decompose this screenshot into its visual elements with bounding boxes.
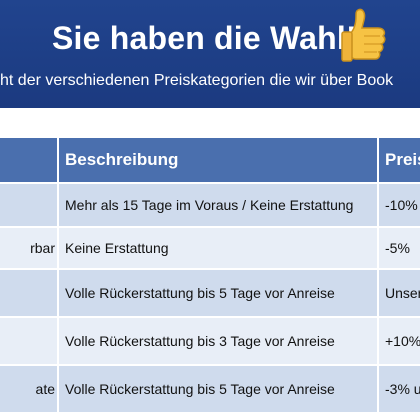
row-description: Volle Rückerstattung bis 3 Tage vor Anre… — [59, 318, 377, 364]
row-category: rbar — [0, 228, 57, 268]
column-header-price: Preis — [379, 138, 420, 182]
row-category: ate — [0, 366, 57, 412]
row-category — [0, 184, 57, 226]
table-row: Mehr als 15 Tage im Voraus / Keine Ersta… — [0, 184, 420, 226]
column-header-category — [0, 138, 57, 182]
thumbs-up-icon — [341, 8, 386, 62]
row-description: Volle Rückerstattung bis 5 Tage vor Anre… — [59, 366, 377, 412]
row-category — [0, 270, 57, 316]
table-row: Volle Rückerstattung bis 5 Tage vor Anre… — [0, 270, 420, 316]
table-row: rbar Keine Erstattung -5% — [0, 228, 420, 268]
title-banner: Sie haben die Wahl! cht der verschiedene… — [0, 0, 420, 108]
row-price: Unser — [379, 270, 420, 316]
table-header-row: Beschreibung Preis — [0, 138, 420, 182]
column-header-description: Beschreibung — [59, 138, 377, 182]
table-row: Volle Rückerstattung bis 3 Tage vor Anre… — [0, 318, 420, 364]
page-title: Sie haben die Wahl! — [52, 20, 357, 56]
row-price: +10% — [379, 318, 420, 364]
row-description: Mehr als 15 Tage im Voraus / Keine Ersta… — [59, 184, 377, 226]
row-price: -5% — [379, 228, 420, 268]
row-price: -3% u — [379, 366, 420, 412]
row-description: Keine Erstattung — [59, 228, 377, 268]
row-category — [0, 318, 57, 364]
page-subtitle: cht der verschiedenen Preiskategorien di… — [0, 72, 394, 89]
row-description: Volle Rückerstattung bis 5 Tage vor Anre… — [59, 270, 377, 316]
spacer — [0, 108, 420, 138]
table-row: ate Volle Rückerstattung bis 5 Tage vor … — [0, 366, 420, 412]
row-price: -10% — [379, 184, 420, 226]
